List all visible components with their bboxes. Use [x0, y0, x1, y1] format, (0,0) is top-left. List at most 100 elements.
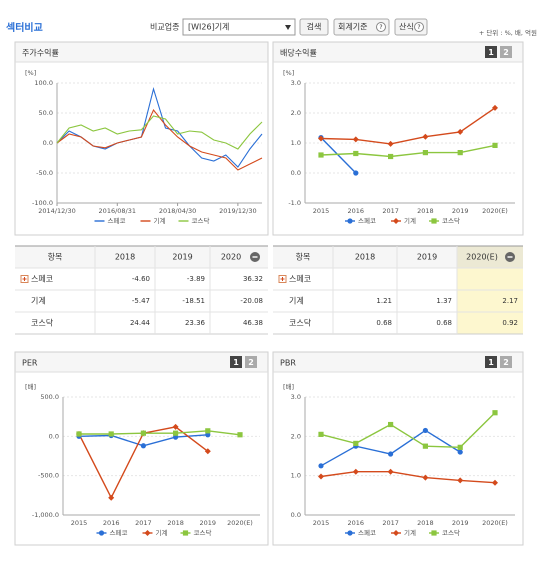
- panel-header: [273, 352, 523, 372]
- cell-value: -3.89: [187, 275, 205, 283]
- marker: [172, 423, 179, 430]
- pager-label[interactable]: 1: [488, 358, 494, 367]
- marker: [318, 463, 324, 469]
- y-tick-label: 1.0: [291, 139, 301, 147]
- marker: [318, 473, 324, 480]
- pager-label[interactable]: 2: [503, 48, 509, 57]
- x-tick-label: 2018: [417, 519, 434, 527]
- y-unit: [배]: [25, 382, 36, 391]
- cell-value: 1.37: [436, 297, 452, 305]
- select-value[interactable]: [WI26]기계: [188, 22, 229, 32]
- table-header: 2020: [221, 253, 241, 262]
- accounting-button[interactable]: [333, 18, 390, 36]
- marker: [353, 170, 359, 176]
- x-tick-label: 2014/12/30: [38, 207, 75, 215]
- legend-label: 스페코: [108, 216, 126, 225]
- x-tick-label: 2018/04/30: [159, 207, 196, 215]
- marker: [318, 135, 324, 142]
- x-tick-label: 2015: [313, 207, 330, 215]
- legend-label: 코스닥: [194, 528, 212, 537]
- marker: [318, 431, 324, 437]
- series-line: [320, 412, 496, 449]
- legend-marker: [98, 530, 105, 536]
- marker: [457, 449, 463, 455]
- pager-button[interactable]: [500, 46, 512, 58]
- y-unit: [배]: [283, 382, 294, 391]
- marker: [388, 421, 394, 428]
- compare-label: 비교업종: [150, 23, 179, 32]
- legend-marker: [182, 530, 189, 536]
- pager-label[interactable]: 1: [233, 358, 239, 367]
- x-tick-label: 2020(E): [227, 519, 253, 527]
- legend-marker: [144, 530, 151, 536]
- row-label: 스페코: [289, 274, 311, 284]
- y-tick-label: -50.0: [36, 169, 53, 177]
- marker: [204, 448, 211, 455]
- cell-value: 46.38: [243, 319, 263, 327]
- cell-value: 1.21: [376, 297, 392, 305]
- cell-value: -4.60: [132, 275, 150, 283]
- marker: [108, 494, 115, 501]
- dropdown-arrow[interactable]: [285, 25, 291, 30]
- table-header-bg: [457, 246, 523, 268]
- marker: [173, 430, 179, 436]
- marker: [422, 474, 429, 481]
- pager-button[interactable]: [485, 356, 497, 368]
- accounting-label[interactable]: 회계기준: [338, 22, 367, 32]
- help-mark[interactable]: ?: [379, 24, 382, 31]
- x-tick-label: 2016: [348, 519, 365, 527]
- expand-icon-plus[interactable]: [280, 277, 285, 281]
- marker: [108, 431, 114, 437]
- legend-label: 스페코: [110, 528, 128, 537]
- y-tick-label: 100.0: [34, 79, 53, 87]
- cell-value: 36.32: [243, 275, 263, 283]
- cell-value: 0.68: [436, 319, 452, 327]
- marker: [492, 104, 498, 111]
- page-title: 섹터비교: [6, 21, 43, 34]
- series-line: [56, 115, 263, 150]
- pager-button[interactable]: [500, 356, 512, 368]
- legend-label: 코스닥: [192, 216, 210, 225]
- select-box[interactable]: [182, 18, 296, 36]
- pager-label[interactable]: 1: [488, 48, 494, 57]
- cell-value: 23.36: [185, 319, 206, 327]
- x-tick-label: 2020(E): [482, 207, 508, 215]
- marker: [76, 431, 82, 437]
- formula-label[interactable]: 산식: [399, 22, 414, 32]
- search-label[interactable]: 검색: [307, 22, 322, 32]
- legend-label: 스페코: [358, 216, 376, 225]
- x-tick-label: 2018: [417, 207, 434, 215]
- pager-button[interactable]: [485, 46, 497, 58]
- y-tick-label: 0.0: [291, 169, 301, 177]
- select[interactable]: [WI26]기계: [182, 18, 296, 36]
- expand-icon-plus[interactable]: [22, 277, 27, 281]
- marker: [492, 479, 498, 486]
- help-mark[interactable]: ?: [417, 24, 420, 31]
- marker: [457, 128, 464, 135]
- y-tick-label: 0.0: [43, 139, 53, 147]
- table-header-bg: [273, 246, 457, 268]
- x-tick-label: 2019: [452, 207, 469, 215]
- cell-value: 24.44: [130, 319, 151, 327]
- y-tick-label: 3.0: [291, 393, 301, 401]
- search-button[interactable]: [299, 18, 329, 36]
- marker: [352, 136, 359, 143]
- table-header: 2018: [355, 253, 375, 262]
- marker: [140, 430, 146, 436]
- marker: [388, 451, 394, 457]
- help-icon[interactable]: [376, 22, 386, 32]
- marker: [140, 443, 146, 449]
- y-unit: [%]: [25, 69, 36, 77]
- marker: [388, 153, 394, 160]
- pager-button[interactable]: [245, 356, 257, 368]
- pager-label[interactable]: 2: [503, 358, 509, 367]
- pager-label[interactable]: 2: [248, 358, 254, 367]
- help-icon[interactable]: [414, 22, 424, 32]
- legend-label: 스페코: [358, 528, 376, 537]
- legend-label: 코스닥: [442, 528, 460, 537]
- pager-button[interactable]: [230, 356, 242, 368]
- x-tick-label: 2018: [167, 519, 184, 527]
- y-unit: [%]: [283, 69, 294, 77]
- unit-note: + 단위 : %, 배, 억원: [479, 28, 537, 37]
- series-line: [320, 137, 357, 174]
